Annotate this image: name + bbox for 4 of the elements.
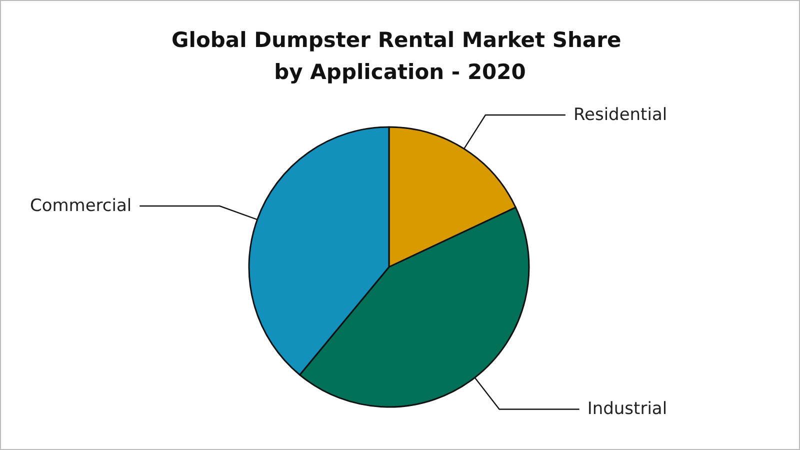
slice-label: Commercial: [30, 196, 132, 216]
slice-label: Industrial: [587, 399, 668, 420]
chart-title: Global Dumpster Rental Market Share by Application - 2020: [172, 28, 628, 84]
slice-label: Residential: [573, 105, 668, 126]
